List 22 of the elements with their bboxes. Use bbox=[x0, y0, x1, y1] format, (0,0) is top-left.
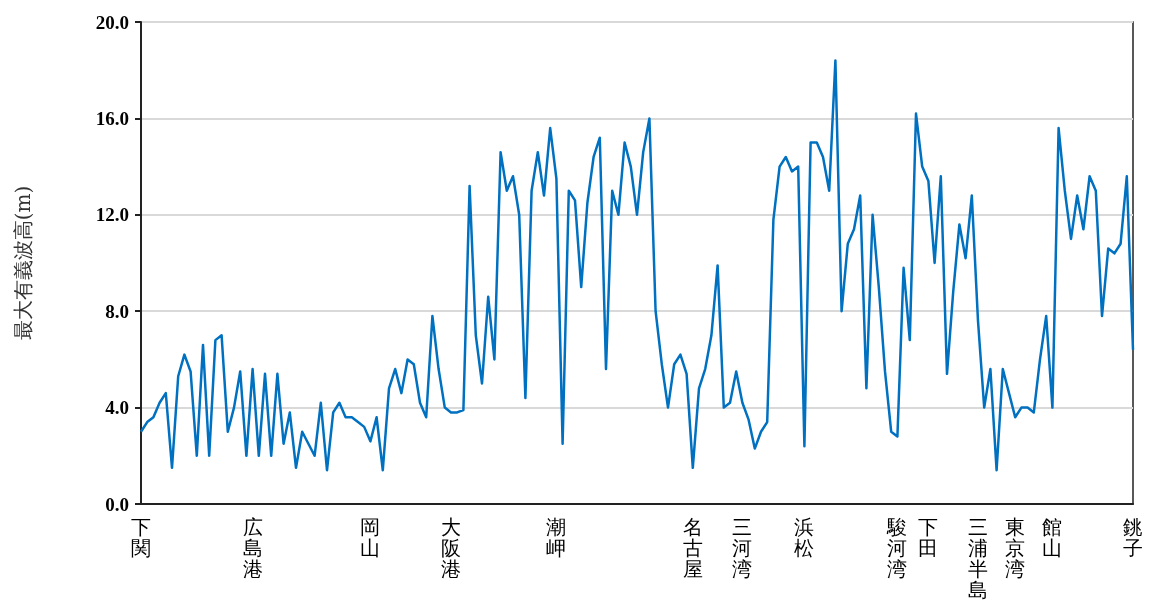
y-tick-label: 20.0 bbox=[95, 11, 129, 33]
y-tick-label: 12.0 bbox=[95, 204, 129, 226]
y-axis-title: 最大有義波高(m) bbox=[11, 185, 35, 341]
x-tick-label: 館山 bbox=[1042, 514, 1063, 560]
line-series bbox=[139, 59, 1135, 472]
x-tick-label: 下田 bbox=[918, 514, 939, 560]
x-tick-label: 岡山 bbox=[360, 514, 381, 560]
x-tick-label: 広島港 bbox=[242, 514, 263, 581]
x-tick-label: 名古屋 bbox=[682, 514, 703, 581]
x-tick-label: 下関 bbox=[131, 514, 151, 560]
x-tick-label: 潮岬 bbox=[546, 514, 567, 560]
x-tick-label: 東京湾 bbox=[1005, 514, 1026, 581]
y-tick-label: 4.0 bbox=[105, 397, 129, 419]
x-tick-label: 駿河湾 bbox=[886, 514, 908, 581]
x-tick-label: 浜松 bbox=[794, 514, 815, 560]
x-tick-label: 大阪港 bbox=[441, 514, 461, 581]
y-tick-label: 16.0 bbox=[95, 107, 129, 129]
x-tick-label: 銚子 bbox=[1123, 514, 1143, 560]
x-tick-label: 三河湾 bbox=[732, 514, 753, 581]
y-tick-label: 8.0 bbox=[105, 300, 129, 322]
y-tick-label: 0.0 bbox=[105, 493, 129, 515]
x-tick-label: 三浦半島 bbox=[968, 514, 988, 602]
